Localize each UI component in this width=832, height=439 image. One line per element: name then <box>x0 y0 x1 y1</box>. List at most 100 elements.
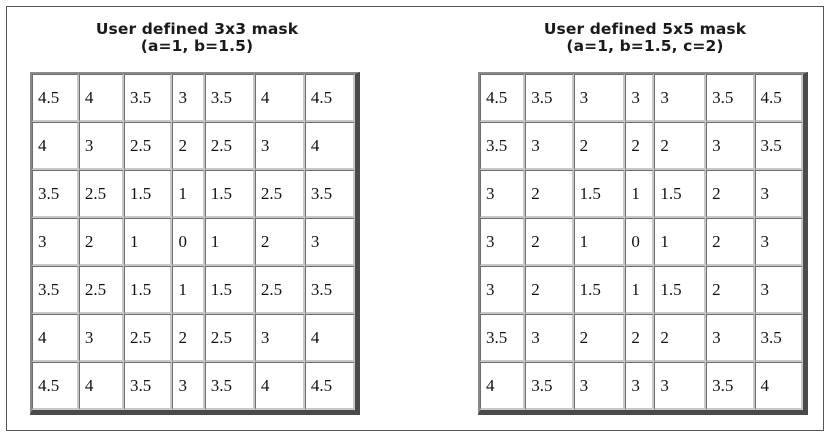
grid-row: 4 3 2.5 2 2.5 3 4 <box>32 314 355 362</box>
grid-cell: 1.5 <box>654 266 707 314</box>
grid-cell: 3.5 <box>304 170 355 218</box>
grid-cell: 4 <box>754 362 803 410</box>
grid-cell: 3 <box>625 74 655 122</box>
grid-cell: 4.5 <box>32 362 79 410</box>
grid-cell: 1.5 <box>204 266 255 314</box>
grid-cell: 3 <box>172 74 205 122</box>
grid-cell: 3.5 <box>754 314 803 362</box>
grid-cell: 2.5 <box>78 266 125 314</box>
grid-cell: 4 <box>32 122 79 170</box>
grid-cell: 4 <box>254 362 305 410</box>
grid-cell: 3.5 <box>304 266 355 314</box>
distance-grid-3x3: 4.5 4 3.5 3 3.5 4 4.5 4 3 2.5 2 2.5 3 4 3.5 2.5 1.5 1 1.5 2… <box>30 72 360 415</box>
grid-cell: 3.5 <box>525 74 574 122</box>
grid-cell: 4.5 <box>32 74 79 122</box>
mask-title-5x5: User defined 5x5 mask (a=1, b=1.5, c=2) <box>478 21 812 55</box>
grid-cell: 1.5 <box>124 266 173 314</box>
grid-cell: 4.5 <box>304 74 355 122</box>
grid-cell: 3.5 <box>480 122 526 170</box>
grid-cell: 3.5 <box>706 74 755 122</box>
grid-cell: 1 <box>625 170 655 218</box>
grid-cell: 3 <box>706 314 755 362</box>
grid-cell: 3 <box>254 122 305 170</box>
grid-row: 4 3 2.5 2 2.5 3 4 <box>32 122 355 170</box>
grid-cell: 3 <box>754 218 803 266</box>
grid-cell: 2 <box>706 218 755 266</box>
grid-cell: 1 <box>172 266 205 314</box>
figure-frame: User defined 3x3 mask (a=1, b=1.5) 4.5 4 3… <box>6 6 824 431</box>
grid-cell: 3.5 <box>124 74 173 122</box>
grid-cell: 3 <box>625 362 655 410</box>
grid-cell: 0 <box>172 218 205 266</box>
grid-cell: 2.5 <box>124 314 173 362</box>
grid-cell: 2 <box>172 122 205 170</box>
grid-cell: 3 <box>172 362 205 410</box>
grid-cell: 4.5 <box>754 74 803 122</box>
grid-cell: 4 <box>78 74 125 122</box>
grid-row: 3.5 3 2 2 2 3 3.5 <box>480 122 803 170</box>
grid-cell: 2 <box>78 218 125 266</box>
grid-cell: 2 <box>525 218 574 266</box>
grid-cell: 2 <box>254 218 305 266</box>
grid-cell: 4 <box>32 314 79 362</box>
grid-cell: 1 <box>625 266 655 314</box>
grid-cell: 3.5 <box>754 122 803 170</box>
grid-cell: 2 <box>706 170 755 218</box>
grid-cell: 1 <box>172 170 205 218</box>
grid-row: 3.5 2.5 1.5 1 1.5 2.5 3.5 <box>32 266 355 314</box>
grid-cell: 2 <box>525 170 574 218</box>
mask-title-text: User defined 5x5 mask <box>543 20 747 38</box>
grid-cell: 1.5 <box>573 266 626 314</box>
grid-cell: 2.5 <box>78 170 125 218</box>
grid-row: 3 2 1.5 1 1.5 2 3 <box>480 266 803 314</box>
grid-cell: 3 <box>573 74 626 122</box>
grid-cell: 2 <box>172 314 205 362</box>
grid-row: 4.5 3.5 3 3 3 3.5 4.5 <box>480 74 803 122</box>
mask-title-text: User defined 3x3 mask <box>95 20 299 38</box>
grid-cell: 2 <box>525 266 574 314</box>
grid-cell: 4 <box>304 122 355 170</box>
grid-row: 3.5 3 2 2 2 3 3.5 <box>480 314 803 362</box>
grid-cell: 3.5 <box>32 170 79 218</box>
grid-cell: 2 <box>654 314 707 362</box>
grid-cell: 4 <box>254 74 305 122</box>
grid-cell: 4 <box>304 314 355 362</box>
mask-title-3x3: User defined 3x3 mask (a=1, b=1.5) <box>30 21 364 55</box>
grid-cell: 1.5 <box>573 170 626 218</box>
grid-cell: 3 <box>78 122 125 170</box>
mask-subtitle-text: (a=1, b=1.5) <box>140 37 254 55</box>
grid-row: 3.5 2.5 1.5 1 1.5 2.5 3.5 <box>32 170 355 218</box>
grid-row: 4 3.5 3 3 3 3.5 4 <box>480 362 803 410</box>
grid-cell: 2.5 <box>254 266 305 314</box>
grid-cell: 3 <box>78 314 125 362</box>
grid-cell: 3 <box>525 122 574 170</box>
grid-cell: 2.5 <box>204 314 255 362</box>
grid-cell: 3.5 <box>204 362 255 410</box>
grid-cell: 1 <box>573 218 626 266</box>
grid-cell: 4.5 <box>304 362 355 410</box>
grid-cell: 3.5 <box>480 314 526 362</box>
grid-cell: 4.5 <box>480 74 526 122</box>
grid-cell: 3 <box>480 266 526 314</box>
grid-cell: 2 <box>654 122 707 170</box>
grid-cell: 3.5 <box>124 362 173 410</box>
grid-cell: 2.5 <box>204 122 255 170</box>
grid-cell: 2.5 <box>254 170 305 218</box>
grid-cell: 3 <box>525 314 574 362</box>
grid-cell: 3 <box>754 266 803 314</box>
grid-cell: 1 <box>124 218 173 266</box>
grid-cell: 3 <box>754 170 803 218</box>
grid-cell: 3.5 <box>204 74 255 122</box>
grid-cell: 2 <box>573 314 626 362</box>
grid-cell: 4 <box>78 362 125 410</box>
grid-cell: 1.5 <box>654 170 707 218</box>
grid-cell: 3 <box>254 314 305 362</box>
mask-subtitle-text: (a=1, b=1.5, c=2) <box>566 37 724 55</box>
grid-cell: 1 <box>204 218 255 266</box>
grid-cell: 3 <box>654 362 707 410</box>
grid-cell: 3 <box>654 74 707 122</box>
grid-cell: 3 <box>480 170 526 218</box>
grid-cell: 2.5 <box>124 122 173 170</box>
